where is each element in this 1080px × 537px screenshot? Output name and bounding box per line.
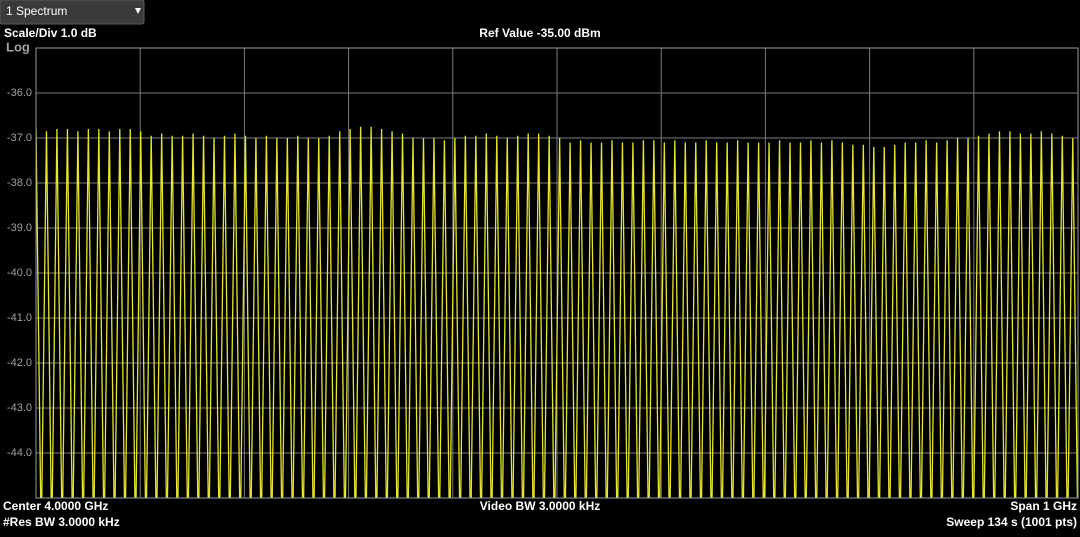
span: Span 1 GHz xyxy=(1010,499,1077,513)
chart-title: Ref Value -35.00 dBm xyxy=(479,26,600,40)
trace xyxy=(36,126,1078,498)
y-tick-label: -36.0 xyxy=(7,87,32,99)
y-tick-label: -43.0 xyxy=(7,402,32,414)
trace-group xyxy=(36,126,1078,498)
scale-label: Scale/Div 1.0 dB xyxy=(4,26,97,40)
plot-border xyxy=(35,47,1079,499)
dropdown-arrow xyxy=(135,8,141,14)
y-tick-label: -44.0 xyxy=(7,447,32,459)
center-freq: Center 4.0000 GHz xyxy=(3,499,108,513)
y-tick-label: -41.0 xyxy=(7,312,32,324)
y-tick-label: -39.0 xyxy=(7,222,32,234)
scale-type: Log xyxy=(6,39,30,54)
res-bw: #Res BW 3.0000 kHz xyxy=(3,515,120,529)
window-title: 1 Spectrum xyxy=(6,4,67,18)
y-tick-label: -38.0 xyxy=(7,177,32,189)
window-selector[interactable] xyxy=(0,0,145,25)
y-tick-label: -40.0 xyxy=(7,267,32,279)
video-bw: Video BW 3.0000 kHz xyxy=(480,499,601,513)
y-tick-label: -42.0 xyxy=(7,357,32,369)
sweep: Sweep 134 s (1001 pts) xyxy=(946,515,1077,529)
y-tick-label: -37.0 xyxy=(7,132,32,144)
